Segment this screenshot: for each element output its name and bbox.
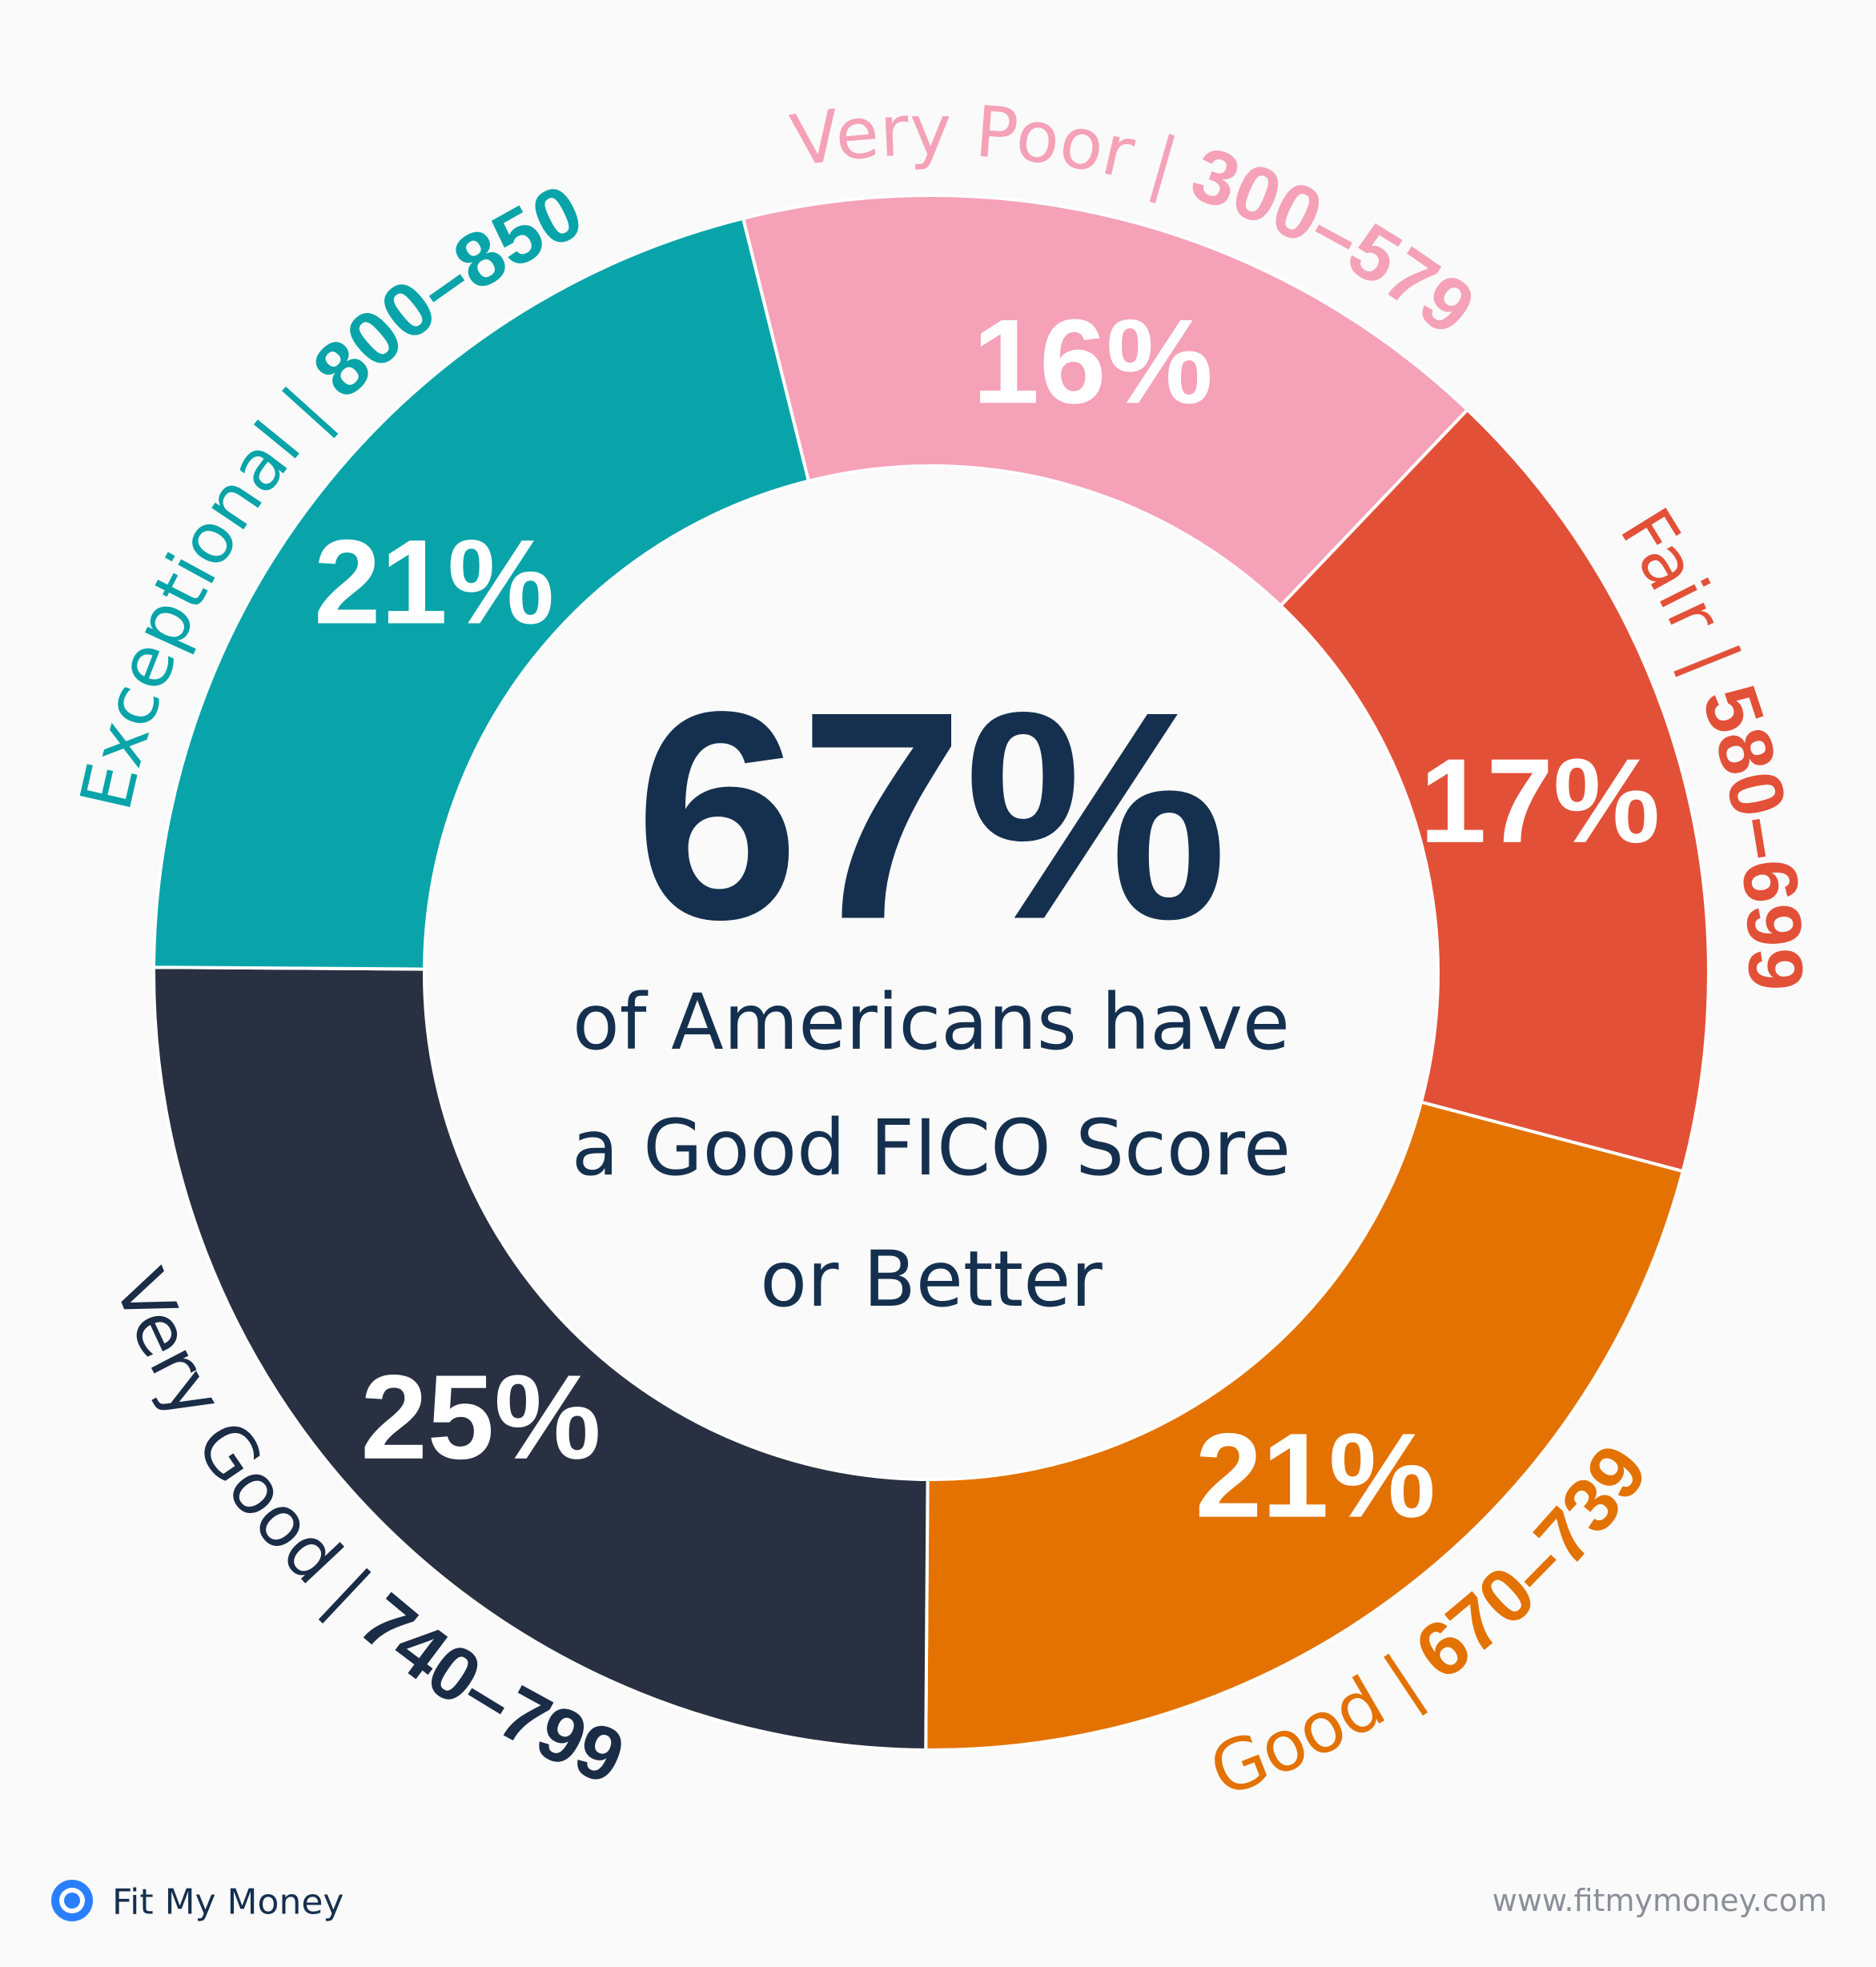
label-separator: | bbox=[1141, 120, 1187, 207]
label-separator: | bbox=[1669, 632, 1756, 685]
value-label: 25% bbox=[360, 1350, 601, 1484]
logo: Fit My Money bbox=[51, 1880, 343, 1923]
brand: Fit My Money bbox=[112, 1882, 343, 1923]
url: www.fitmymoney.com bbox=[1492, 1883, 1827, 1918]
subtitle-line: or Better bbox=[760, 1234, 1103, 1324]
donut-segment bbox=[924, 1100, 1685, 1752]
value-label: 21% bbox=[1195, 1408, 1436, 1543]
value-label: 16% bbox=[973, 294, 1213, 428]
donut-segment bbox=[152, 216, 811, 971]
donut-segment bbox=[741, 194, 1470, 608]
donut-segment bbox=[1278, 407, 1710, 1174]
category-name: Very Poor bbox=[786, 89, 1143, 195]
donut-segment bbox=[152, 965, 930, 1752]
value-label: 21% bbox=[314, 514, 554, 648]
donut bbox=[152, 194, 1710, 1752]
headline: 67% bbox=[635, 651, 1228, 981]
subtitle-line: a Good FICO Score bbox=[572, 1103, 1291, 1193]
value-label: 17% bbox=[1420, 733, 1660, 868]
subtitle-line: of Americans have bbox=[572, 977, 1290, 1067]
logo-icon bbox=[64, 1893, 80, 1909]
